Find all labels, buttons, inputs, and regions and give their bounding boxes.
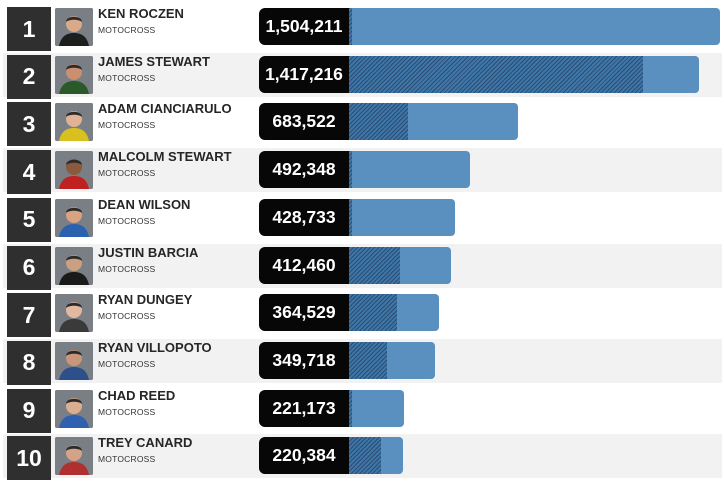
avatar-mstewart-icon	[55, 151, 93, 190]
leaderboard-row[interactable]: 3 ADAM CIANCIARULO MOTOCROSS 683,522	[3, 100, 722, 147]
rank-badge: 7	[7, 293, 51, 338]
leaderboard-row[interactable]: 1 KEN ROCZEN MOTOCROSS 1,504,211	[3, 5, 722, 51]
rank-badge: 9	[7, 388, 51, 433]
athlete-category: MOTOCROSS	[98, 311, 156, 322]
bar-hatched-segment	[349, 103, 408, 141]
athlete-name[interactable]: DEAN WILSON	[98, 196, 191, 212]
value-label: 412,460	[259, 246, 349, 284]
avatar-cianciarulo-icon	[55, 103, 93, 142]
value-label: 683,522	[259, 103, 349, 141]
leaderboard-row[interactable]: 5 DEAN WILSON MOTOCROSS 428,733	[3, 196, 722, 242]
avatar-canard-icon	[55, 437, 93, 476]
avatar-roczen-icon	[55, 8, 93, 46]
leaderboard-row[interactable]: 2 JAMES STEWART MOTOCROSS 1,417,216	[3, 52, 722, 99]
athlete-category: MOTOCROSS	[98, 263, 156, 274]
bar[interactable]	[349, 55, 699, 93]
athlete-name[interactable]: TREY CANARD	[98, 435, 193, 451]
leaderboard-row[interactable]: 6 JUSTIN BARCIA MOTOCROSS 412,460	[3, 243, 722, 290]
rank-badge: 3	[7, 102, 51, 147]
rank-badge: 1	[7, 7, 51, 51]
leaderboard-row[interactable]: 7 RYAN DUNGEY MOTOCROSS 364,529	[3, 291, 722, 338]
athlete-name[interactable]: KEN ROCZEN	[98, 6, 184, 21]
bar[interactable]	[349, 103, 518, 141]
athlete-name[interactable]: MALCOLM STEWART	[98, 149, 232, 165]
bar[interactable]	[349, 198, 455, 236]
value-label: 364,529	[259, 294, 349, 332]
bar[interactable]	[349, 151, 470, 189]
athlete-category: MOTOCROSS	[98, 406, 156, 417]
athlete-category: MOTOCROSS	[98, 168, 156, 179]
avatar-reed-icon	[55, 389, 93, 428]
avatar-jstewart-icon	[55, 55, 93, 94]
athlete-name[interactable]: ADAM CIANCIARULO	[98, 101, 232, 117]
bar[interactable]	[349, 341, 435, 379]
rank-badge: 2	[7, 54, 51, 99]
bar[interactable]	[349, 294, 439, 332]
bar-hatched-segment	[349, 437, 381, 475]
bar-hatched-segment	[349, 151, 352, 189]
athlete-category: MOTOCROSS	[98, 358, 156, 369]
athlete-category: MOTOCROSS	[98, 215, 156, 226]
rank-badge: 4	[7, 150, 51, 195]
value-label: 492,348	[259, 151, 349, 189]
rank-badge: 8	[7, 340, 51, 385]
leaderboard-row[interactable]: 8 RYAN VILLOPOTO MOTOCROSS 349,718	[3, 338, 722, 385]
bar[interactable]	[349, 8, 720, 45]
bar-hatched-segment	[349, 294, 397, 332]
bar-hatched-segment	[349, 246, 400, 284]
avatar-barcia-icon	[55, 246, 93, 285]
bar-hatched-segment	[349, 8, 352, 45]
leaderboard-row[interactable]: 4 MALCOLM STEWART MOTOCROSS 492,348	[3, 148, 722, 195]
bar-hatched-segment	[349, 389, 352, 427]
athlete-category: MOTOCROSS	[98, 72, 156, 83]
avatar-villopoto-icon	[55, 341, 93, 380]
value-label: 349,718	[259, 341, 349, 379]
bar-hatched-segment	[349, 55, 643, 93]
athlete-name[interactable]: JAMES STEWART	[98, 53, 210, 69]
bar[interactable]	[349, 389, 404, 427]
athlete-name[interactable]: CHAD REED	[98, 387, 176, 403]
rank-badge: 10	[7, 436, 51, 481]
value-label: 1,504,211	[259, 8, 349, 45]
leaderboard-row[interactable]: 10 TREY CANARD MOTOCROSS 220,384	[3, 434, 722, 481]
athlete-category: MOTOCROSS	[98, 25, 156, 35]
avatar-dungey-icon	[55, 294, 93, 333]
athlete-name[interactable]: JUSTIN BARCIA	[98, 244, 199, 260]
bar-hatched-segment	[349, 341, 387, 379]
bar[interactable]	[349, 246, 451, 284]
leaderboard-row[interactable]: 9 CHAD REED MOTOCROSS 221,173	[3, 387, 722, 433]
athlete-name[interactable]: RYAN VILLOPOTO	[98, 339, 212, 355]
bar-hatched-segment	[349, 198, 352, 236]
value-label: 220,384	[259, 437, 349, 475]
bar[interactable]	[349, 437, 403, 475]
athlete-category: MOTOCROSS	[98, 454, 156, 465]
value-label: 221,173	[259, 389, 349, 427]
rank-badge: 6	[7, 245, 51, 290]
rank-badge: 5	[7, 197, 51, 242]
athlete-category: MOTOCROSS	[98, 120, 156, 131]
value-label: 428,733	[259, 198, 349, 236]
value-label: 1,417,216	[259, 55, 349, 93]
athlete-name[interactable]: RYAN DUNGEY	[98, 292, 193, 308]
avatar-wilson-icon	[55, 198, 93, 237]
